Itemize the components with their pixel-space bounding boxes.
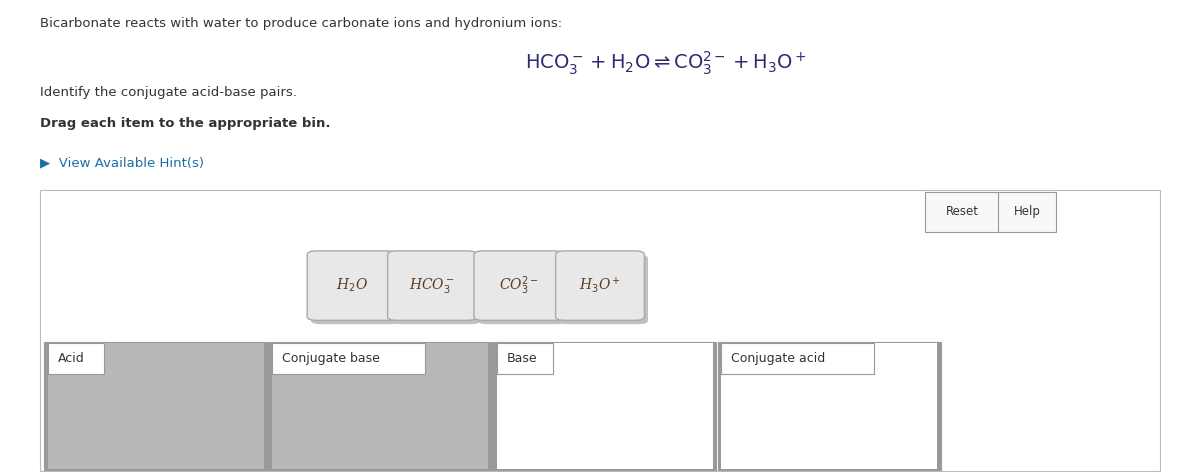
- Text: CO$_3^{2-}$: CO$_3^{2-}$: [499, 274, 538, 297]
- FancyBboxPatch shape: [718, 342, 941, 470]
- Text: H$_3$O$^+$: H$_3$O$^+$: [580, 276, 620, 296]
- FancyBboxPatch shape: [269, 342, 492, 470]
- FancyBboxPatch shape: [721, 343, 874, 374]
- Text: $\mathrm{HCO_3^- + H_2O \rightleftharpoons CO_3^{2-} + H_3O^+}$: $\mathrm{HCO_3^- + H_2O \rightleftharpoo…: [526, 50, 806, 78]
- FancyBboxPatch shape: [998, 191, 1056, 232]
- Text: HCO$_3^-$: HCO$_3^-$: [409, 276, 455, 295]
- FancyBboxPatch shape: [44, 342, 268, 470]
- Text: Reset: Reset: [946, 205, 979, 218]
- FancyBboxPatch shape: [497, 343, 553, 374]
- Text: ▶  View Available Hint(s): ▶ View Available Hint(s): [40, 156, 204, 169]
- FancyBboxPatch shape: [478, 255, 566, 324]
- FancyBboxPatch shape: [48, 343, 104, 374]
- Text: Conjugate base: Conjugate base: [282, 352, 380, 365]
- FancyBboxPatch shape: [272, 343, 488, 469]
- FancyBboxPatch shape: [388, 251, 476, 320]
- FancyBboxPatch shape: [40, 190, 1160, 471]
- FancyBboxPatch shape: [391, 255, 480, 324]
- FancyBboxPatch shape: [474, 251, 563, 320]
- FancyBboxPatch shape: [48, 343, 264, 469]
- Text: Drag each item to the appropriate bin.: Drag each item to the appropriate bin.: [40, 117, 330, 129]
- Text: Acid: Acid: [58, 352, 84, 365]
- Text: Base: Base: [506, 352, 538, 365]
- FancyBboxPatch shape: [721, 343, 937, 469]
- FancyBboxPatch shape: [497, 343, 713, 469]
- Text: Conjugate acid: Conjugate acid: [731, 352, 826, 365]
- FancyBboxPatch shape: [307, 251, 396, 320]
- Text: H$_2$O: H$_2$O: [336, 277, 367, 294]
- FancyBboxPatch shape: [559, 255, 648, 324]
- Text: Bicarbonate reacts with water to produce carbonate ions and hydronium ions:: Bicarbonate reacts with water to produce…: [40, 17, 562, 30]
- FancyBboxPatch shape: [311, 255, 400, 324]
- FancyBboxPatch shape: [272, 343, 425, 374]
- Text: Identify the conjugate acid-base pairs.: Identify the conjugate acid-base pairs.: [40, 86, 296, 99]
- Text: Help: Help: [1014, 205, 1040, 218]
- FancyBboxPatch shape: [493, 342, 716, 470]
- FancyBboxPatch shape: [925, 191, 1000, 232]
- FancyBboxPatch shape: [556, 251, 644, 320]
